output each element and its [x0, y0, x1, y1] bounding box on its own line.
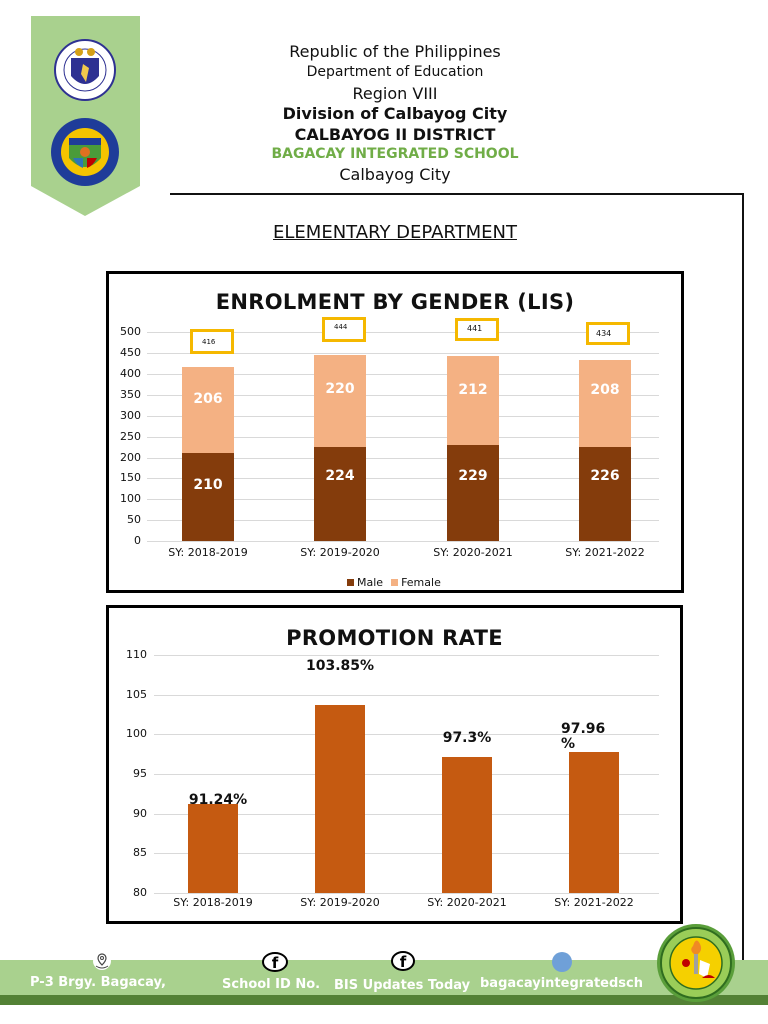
label-female-2021: 208 [590, 382, 620, 398]
promotion-label-2020: 97.3% [442, 730, 492, 746]
footer-school-id: School ID No. [222, 977, 321, 992]
promo-x-label-3: SY: 2021-2022 [554, 896, 634, 909]
bar-female-2021 [579, 360, 631, 447]
promotion-bar-2021 [569, 752, 619, 893]
label-male-2019: 224 [325, 468, 355, 484]
promo-x-label-0: SY: 2018-2019 [173, 896, 253, 909]
label-male-2020: 229 [458, 468, 488, 484]
header-region: Region VIII [352, 84, 438, 103]
total-2021: 434 [586, 322, 630, 345]
header-division: Division of Calbayog City [282, 104, 508, 123]
header-district: CALBAYOG II DISTRICT [294, 125, 496, 144]
footer-email[interactable]: bagacayintegratedsch [480, 976, 643, 991]
promotion-chart-title: PROMOTION RATE [286, 626, 503, 650]
bar-male-2020 [447, 445, 499, 541]
label-female-2019: 220 [325, 381, 355, 397]
page-border-right [742, 193, 744, 980]
location-pin-icon [92, 951, 112, 971]
footer-address: P-3 Brgy. Bagacay, [30, 975, 166, 990]
facebook-icon[interactable]: f [262, 952, 288, 972]
department-title: ELEMENTARY DEPARTMENT [273, 222, 517, 243]
footer-facebook-page[interactable]: BIS Updates Today [334, 978, 471, 993]
header-divider [170, 193, 744, 195]
facebook-icon[interactable]: f [390, 951, 416, 971]
header-department: Department of Education [306, 64, 484, 80]
enrolment-chart: ENROLMENT BY GENDER (LIS) 500 450 400 35… [106, 271, 684, 593]
bar-male-2021 [579, 447, 631, 541]
logo-banner [31, 16, 140, 216]
promotion-label-2021: 97.96 % [561, 721, 606, 752]
bar-female-2018 [182, 367, 234, 453]
header-republic: Republic of the Philippines [289, 42, 501, 61]
bar-female-2019 [314, 355, 366, 447]
header-school-name: BAGACAY INTEGRATED SCHOOL [271, 146, 519, 162]
svg-text:f: f [272, 954, 279, 972]
svg-text:f: f [400, 953, 407, 971]
enrolment-chart-title: ENROLMENT BY GENDER (LIS) [215, 290, 575, 314]
bar-female-2020 [447, 356, 499, 445]
promotion-bar-2019 [315, 705, 365, 893]
label-female-2018: 206 [193, 391, 223, 407]
footer-band [0, 960, 768, 995]
label-male-2018: 210 [193, 477, 223, 493]
promo-x-label-2: SY: 2020-2021 [427, 896, 507, 909]
label-male-2021: 226 [590, 468, 620, 484]
total-2020: 441 [455, 318, 499, 341]
header-city: Calbayog City [339, 165, 451, 184]
promotion-rate-chart: PROMOTION RATE 110 105 100 95 90 85 80 9… [106, 605, 683, 924]
division-seal-icon [51, 118, 119, 186]
total-2018: 416 [190, 329, 234, 354]
label-female-2020: 212 [458, 382, 488, 398]
promotion-bar-2018 [188, 804, 238, 893]
bar-male-2019 [314, 447, 366, 541]
footer-strip [0, 995, 768, 1005]
school-seal-icon [655, 922, 737, 1004]
legend-male: Male [347, 576, 383, 589]
email-icon [552, 952, 572, 972]
enrolment-legend: Male Female [347, 576, 441, 589]
promotion-bar-2020 [442, 757, 492, 893]
x-label-3: SY: 2021-2022 [565, 546, 645, 559]
x-label-0: SY: 2018-2019 [168, 546, 248, 559]
bar-male-2018 [182, 453, 234, 541]
promo-x-label-1: SY: 2019-2020 [300, 896, 380, 909]
promotion-label-2019: 103.85% [305, 658, 375, 674]
legend-female: Female [391, 576, 441, 589]
deped-seal-icon [54, 39, 116, 101]
promotion-label-2018: 91.24% [188, 792, 248, 808]
total-2019: 444 [322, 317, 366, 342]
x-label-1: SY: 2019-2020 [300, 546, 380, 559]
x-label-2: SY: 2020-2021 [433, 546, 513, 559]
